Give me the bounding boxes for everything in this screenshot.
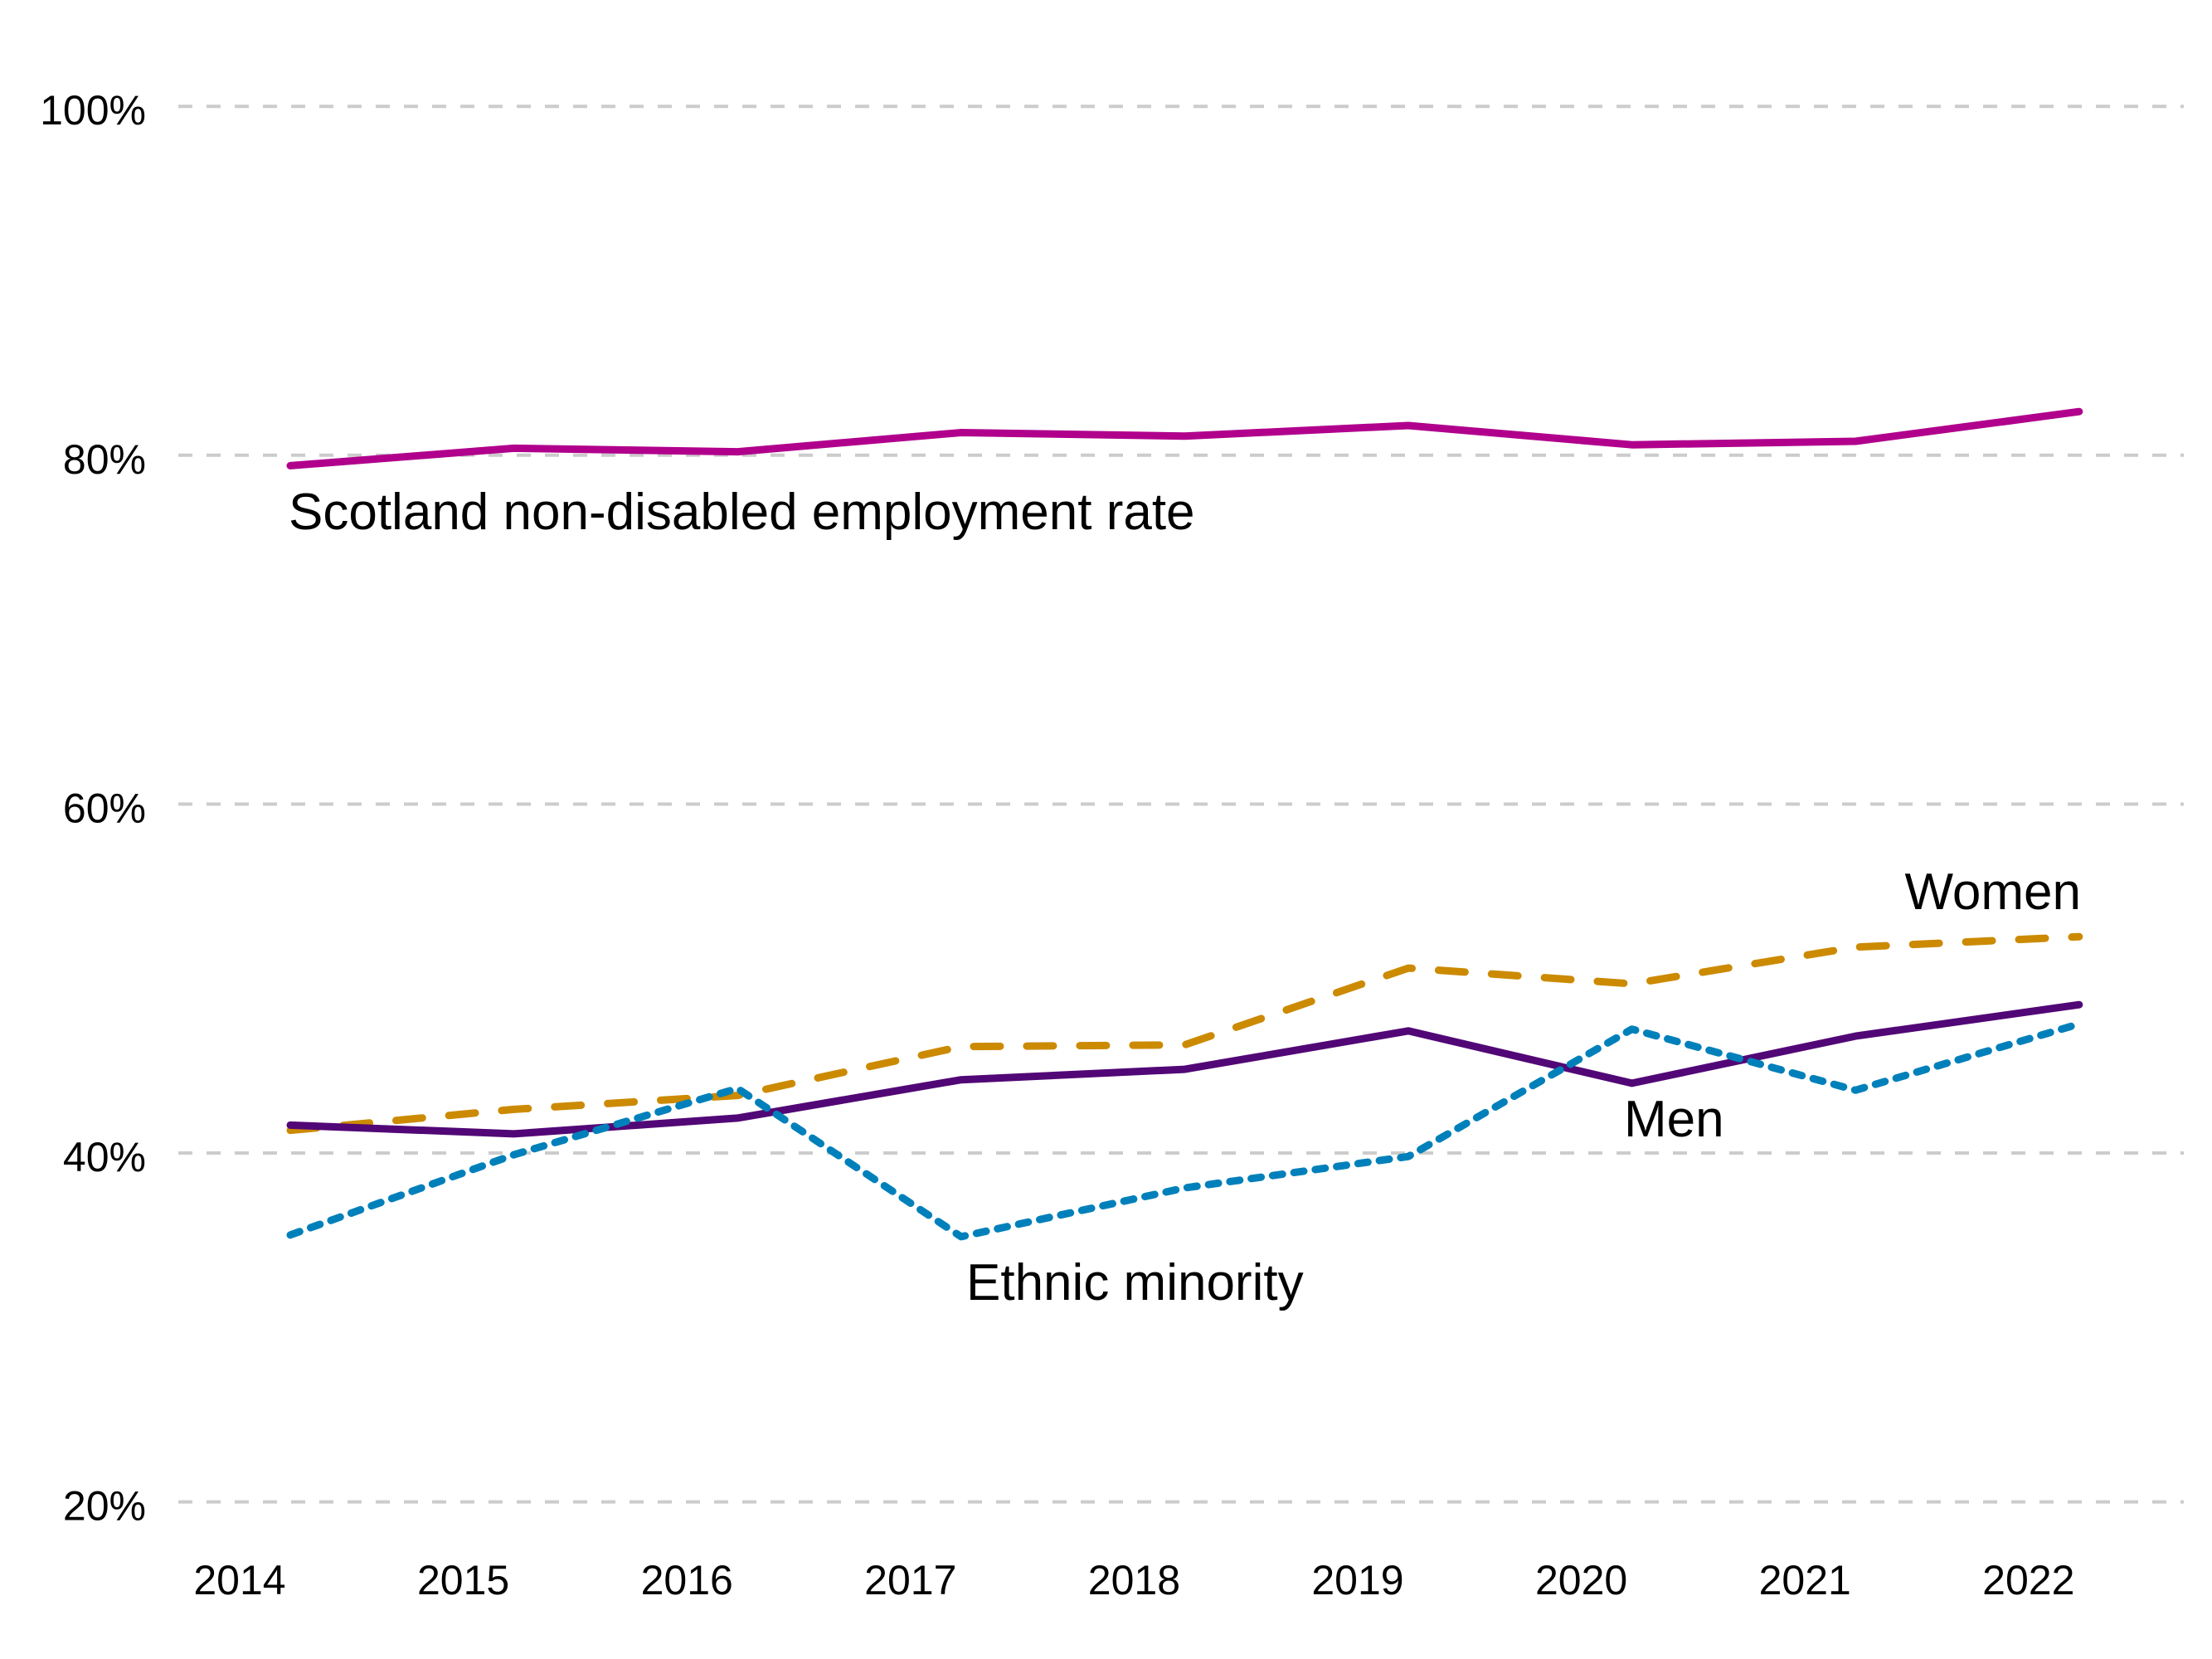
y-tick-label-60: 60% [63, 785, 146, 831]
series-line-ethnic-minority [286, 1019, 2083, 1241]
label-men: Men [1624, 1091, 1724, 1148]
x-tick-label-2022: 2022 [1982, 1557, 2074, 1603]
y-tick-label-100: 100% [40, 87, 146, 134]
x-tick-label-2015: 2015 [417, 1557, 509, 1603]
label-scotland-non-disabled: Scotland non-disabled employment rate [289, 484, 1195, 541]
x-tick-label-2014: 2014 [193, 1557, 285, 1603]
x-axis-ticks: 2014 2015 2016 2017 2018 2019 2020 2021 2022 [193, 1557, 2074, 1603]
y-axis-ticks: 20% 40% 60% 80% 100% [40, 87, 146, 1529]
x-tick-label-2019: 2019 [1311, 1557, 1403, 1603]
y-tick-label-40: 40% [63, 1134, 146, 1180]
label-women: Women [1905, 864, 2082, 921]
gridlines [178, 105, 2184, 1504]
x-tick-label-2021: 2021 [1759, 1557, 1851, 1603]
x-tick-label-2018: 2018 [1088, 1557, 1180, 1603]
series-line-women [286, 932, 2083, 1135]
y-tick-label-80: 80% [63, 436, 146, 483]
series-line-scotland-non-disabled-employment-rate [286, 407, 2083, 469]
label-ethnic-minority: Ethnic minority [966, 1254, 1304, 1311]
y-tick-label-20: 20% [63, 1483, 146, 1530]
x-tick-label-2020: 2020 [1535, 1557, 1627, 1603]
x-tick-label-2017: 2017 [864, 1557, 956, 1603]
series-lines [286, 407, 2083, 1241]
series-line-men [286, 1000, 2083, 1138]
x-tick-label-2016: 2016 [641, 1557, 733, 1603]
